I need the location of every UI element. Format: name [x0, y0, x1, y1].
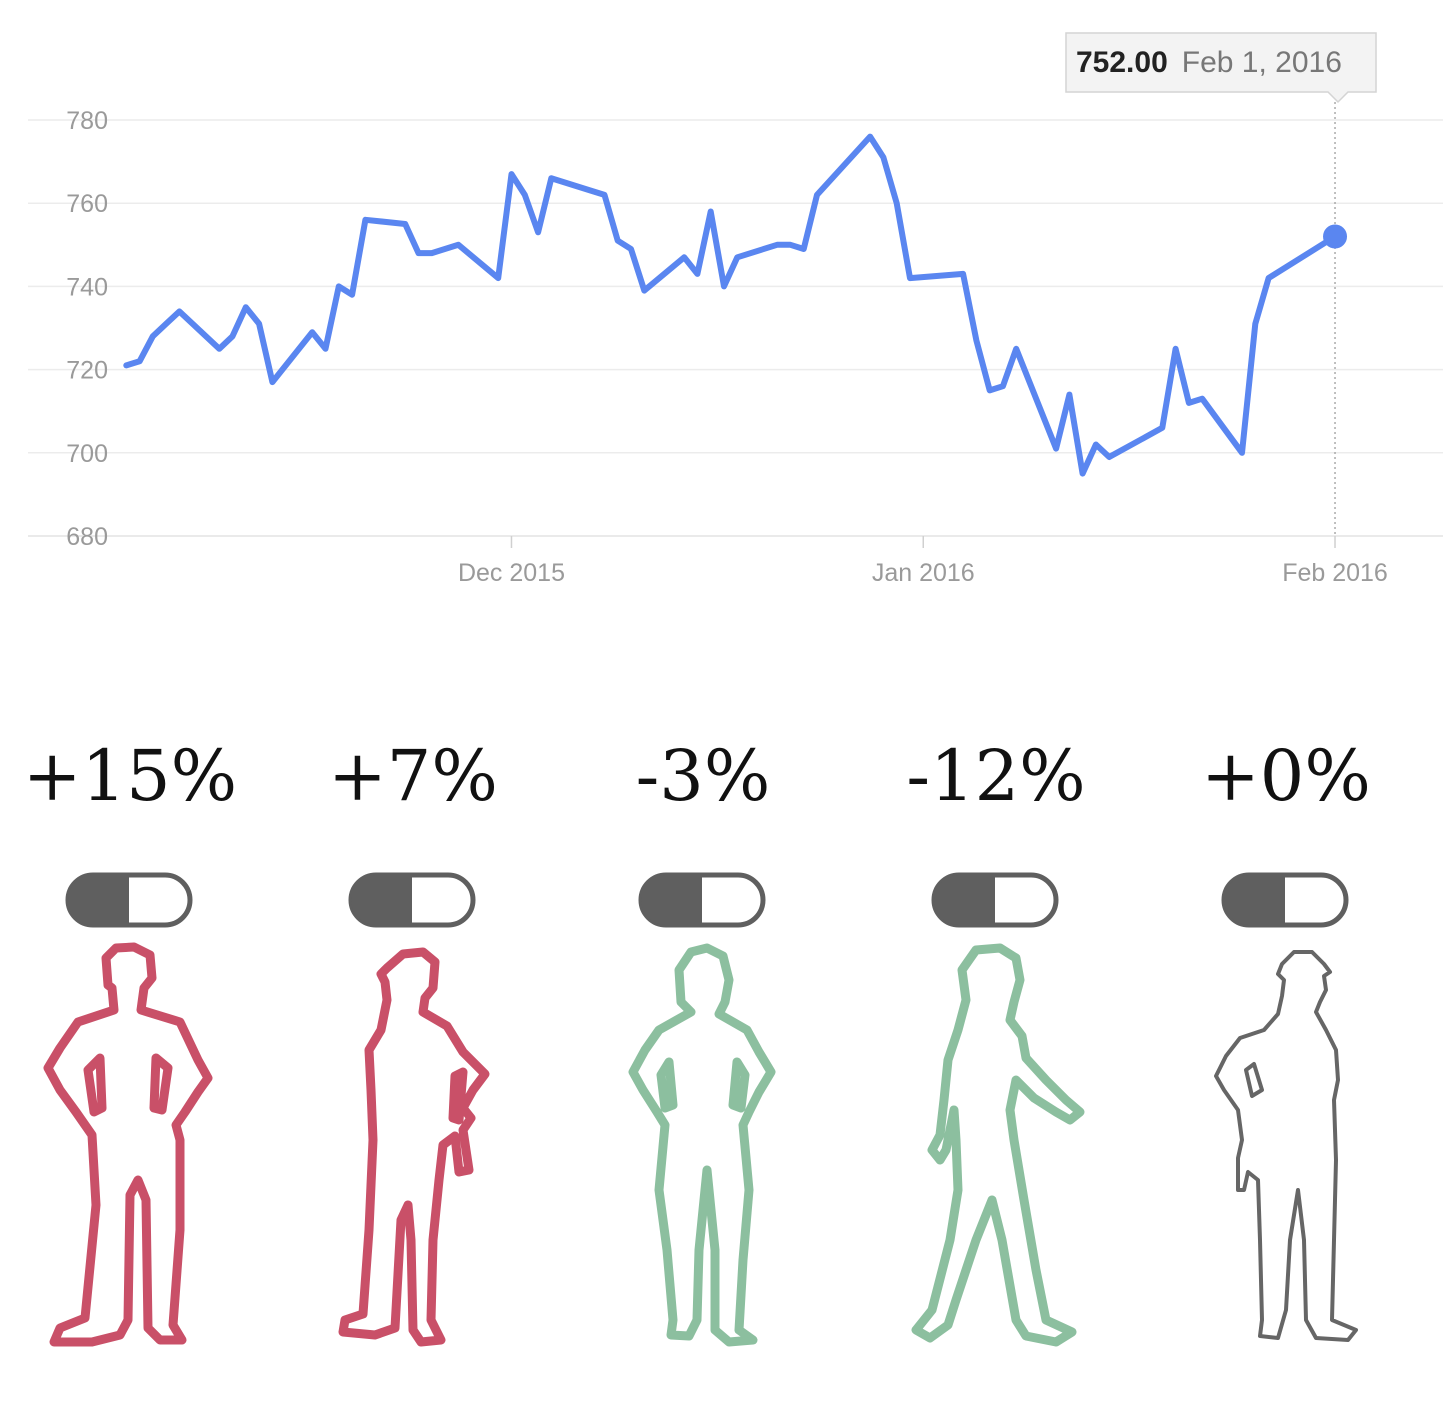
grid-lines — [28, 119, 1443, 537]
hover-point-marker[interactable] — [1323, 224, 1348, 249]
y-tick-label: 740 — [66, 273, 108, 301]
change-label: +0% — [1201, 735, 1371, 817]
woman-hard-hat-outline — [1214, 950, 1358, 1342]
value-tooltip: 752.00 Feb 1, 2016 — [1065, 32, 1377, 104]
woman-walking-outline — [911, 943, 1085, 1347]
y-tick-label: 720 — [66, 357, 108, 385]
man-hands-on-hips-outline — [43, 942, 213, 1347]
people-row: +15% +7% -3% -12% — [0, 700, 1443, 1400]
toggle-switch[interactable] — [1221, 872, 1349, 928]
man-hard-hat-icon — [338, 947, 490, 1347]
woman-walking-icon — [911, 943, 1085, 1347]
change-label: +7% — [328, 735, 498, 817]
change-label: -12% — [906, 735, 1086, 817]
toggle-fill — [68, 875, 129, 925]
toggle-fill — [641, 875, 702, 925]
y-tick-label: 700 — [66, 440, 108, 468]
person-card-1: +15% — [0, 700, 270, 1380]
x-tick-label: Jan 2016 — [872, 559, 975, 587]
woman-hands-on-hips-icon — [628, 943, 776, 1347]
stock-line-chart: 680 700 720 740 760 780 Dec 2015 Jan 2016 Feb 2… — [28, 32, 1443, 587]
x-axis-ticks: Dec 2015 Jan 2016 Feb 2016 — [458, 536, 1388, 587]
toggle-fill — [1224, 875, 1285, 925]
toggle-switch[interactable] — [348, 872, 476, 928]
y-axis-ticks: 680 700 720 740 760 780 — [66, 107, 108, 551]
person-card-4: -12% — [856, 700, 1136, 1380]
tooltip-date: Feb 1, 2016 — [1182, 46, 1342, 79]
tooltip-text: 752.00 Feb 1, 2016 — [1076, 46, 1342, 79]
y-tick-label: 680 — [66, 523, 108, 551]
tooltip-value: 752.00 — [1076, 46, 1168, 79]
man-hard-hat-outline — [338, 947, 490, 1347]
x-tick-label: Feb 2016 — [1282, 559, 1388, 587]
y-tick-label: 760 — [66, 190, 108, 218]
person-card-3: -3% — [563, 700, 843, 1380]
toggle-fill — [934, 875, 995, 925]
y-tick-label: 780 — [66, 107, 108, 135]
x-tick-label: Dec 2015 — [458, 559, 565, 587]
person-card-2: +7% — [273, 700, 553, 1380]
toggle-switch[interactable] — [931, 872, 1059, 928]
man-hands-on-hips-icon — [43, 942, 213, 1347]
woman-hard-hat-icon — [1214, 950, 1358, 1342]
toggle-switch[interactable] — [65, 872, 193, 928]
toggle-fill — [351, 875, 412, 925]
change-label: +15% — [22, 735, 238, 817]
change-label: -3% — [635, 735, 771, 817]
woman-hands-on-hips-outline — [628, 943, 776, 1347]
person-card-5: +0% — [1146, 700, 1426, 1380]
price-series-line — [123, 133, 1338, 477]
toggle-switch[interactable] — [638, 872, 766, 928]
